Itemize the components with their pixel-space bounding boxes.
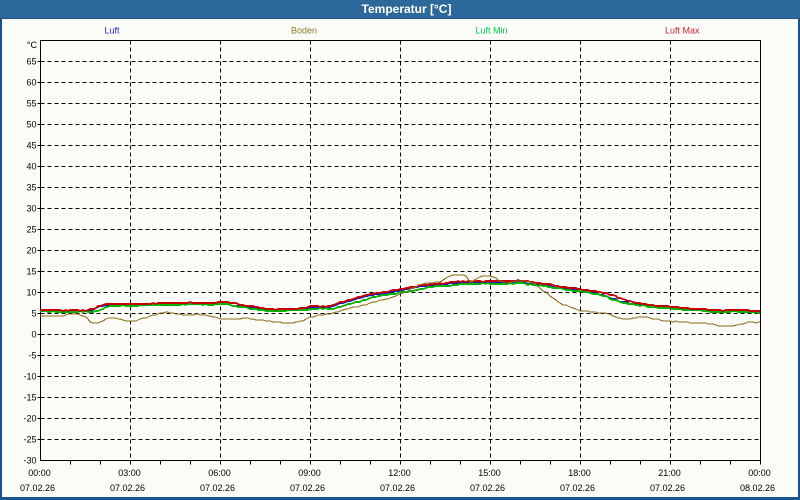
svg-text:12:00: 12:00 <box>388 468 411 478</box>
svg-text:07.02.26: 07.02.26 <box>650 483 685 493</box>
svg-text:15: 15 <box>26 267 36 277</box>
svg-text:03:00: 03:00 <box>118 468 141 478</box>
svg-text:07.02.26: 07.02.26 <box>290 483 325 493</box>
svg-text:09:00: 09:00 <box>298 468 321 478</box>
svg-text:07.02.26: 07.02.26 <box>560 483 595 493</box>
svg-text:07.02.26: 07.02.26 <box>110 483 145 493</box>
svg-text:25: 25 <box>26 225 36 235</box>
svg-text:08.02.26: 08.02.26 <box>740 483 775 493</box>
svg-text:07.02.26: 07.02.26 <box>20 483 55 493</box>
svg-text:15:00: 15:00 <box>478 468 501 478</box>
svg-text:55: 55 <box>26 99 36 109</box>
svg-text:5: 5 <box>31 309 36 319</box>
svg-text:40: 40 <box>26 162 36 172</box>
svg-text:35: 35 <box>26 183 36 193</box>
svg-text:-15: -15 <box>23 393 36 403</box>
svg-text:0: 0 <box>31 330 36 340</box>
svg-text:-20: -20 <box>23 414 36 424</box>
svg-text:60: 60 <box>26 78 36 88</box>
svg-text:45: 45 <box>26 141 36 151</box>
svg-text:07.02.26: 07.02.26 <box>380 483 415 493</box>
svg-text:10: 10 <box>26 288 36 298</box>
svg-text:°C: °C <box>27 40 38 50</box>
svg-text:20: 20 <box>26 246 36 256</box>
svg-text:07.02.26: 07.02.26 <box>200 483 235 493</box>
svg-text:50: 50 <box>26 120 36 130</box>
svg-text:-30: -30 <box>23 456 36 466</box>
svg-text:Luft Min: Luft Min <box>476 26 508 36</box>
svg-text:-5: -5 <box>28 351 36 361</box>
svg-text:30: 30 <box>26 204 36 214</box>
svg-text:-10: -10 <box>23 372 36 382</box>
svg-text:65: 65 <box>26 57 36 67</box>
svg-text:18:00: 18:00 <box>568 468 591 478</box>
svg-text:Boden: Boden <box>291 26 317 36</box>
svg-text:Luft: Luft <box>105 26 121 36</box>
svg-text:Luft Max: Luft Max <box>665 26 700 36</box>
svg-text:06:00: 06:00 <box>208 468 231 478</box>
svg-text:07.02.26: 07.02.26 <box>470 483 505 493</box>
svg-text:00:00: 00:00 <box>748 468 771 478</box>
svg-text:-25: -25 <box>23 435 36 445</box>
svg-text:00:00: 00:00 <box>28 468 51 478</box>
svg-text:21:00: 21:00 <box>658 468 681 478</box>
